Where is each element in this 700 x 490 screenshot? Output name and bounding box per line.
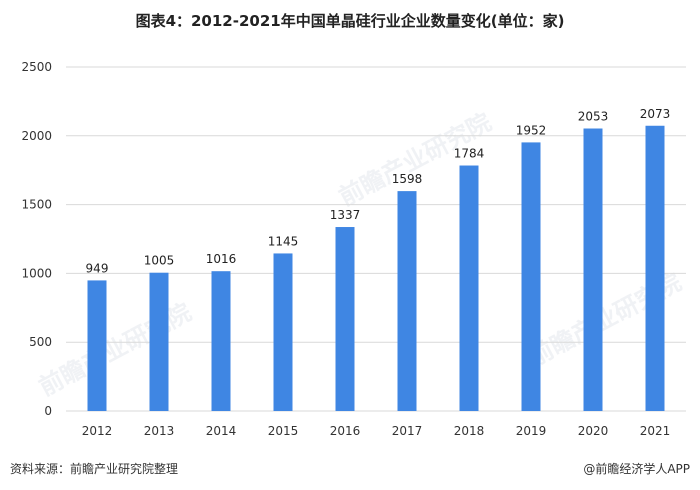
bar — [459, 165, 479, 411]
x-tick-label: 2016 — [330, 424, 361, 438]
data-label: 1952 — [516, 123, 547, 137]
y-tick-label: 1500 — [21, 198, 52, 212]
data-label: 2073 — [640, 107, 671, 121]
bar — [521, 142, 541, 412]
data-label: 1784 — [454, 147, 485, 161]
x-tick-label: 2014 — [206, 424, 237, 438]
x-tick-label: 2021 — [640, 424, 671, 438]
data-label: 1145 — [268, 234, 299, 248]
x-tick-label: 2012 — [82, 424, 113, 438]
x-tick-label: 2017 — [392, 424, 423, 438]
bar — [335, 227, 355, 411]
y-tick-label: 2000 — [21, 129, 52, 143]
data-label: 1337 — [330, 208, 361, 222]
data-label: 1005 — [144, 254, 175, 268]
chart-title: 图表4：2012-2021年中国单晶硅行业企业数量变化(单位：家) — [135, 12, 565, 30]
bar — [211, 271, 231, 411]
bar — [645, 125, 665, 412]
source-note: 资料来源：前瞻产业研究院整理 — [10, 462, 179, 476]
data-label: 1016 — [206, 252, 237, 266]
x-tick-label: 2013 — [144, 424, 175, 438]
y-tick-label: 500 — [29, 335, 52, 349]
bar — [397, 191, 417, 411]
x-tick-label: 2020 — [578, 424, 609, 438]
y-tick-label: 1000 — [21, 266, 52, 280]
bar — [273, 253, 293, 411]
x-tick-label: 2015 — [268, 424, 299, 438]
bar — [87, 280, 107, 411]
data-label: 2053 — [578, 110, 609, 124]
y-tick-label: 0 — [44, 404, 52, 418]
bar-chart: 0 500 1000 1500 2000 2500 949 2012 1005 2013 1016 2… — [21, 60, 686, 438]
x-tick-label: 2018 — [454, 424, 485, 438]
bar — [149, 272, 169, 411]
brand-note: @前瞻经济学人APP — [583, 462, 690, 476]
data-label: 1598 — [392, 172, 423, 186]
y-tick-label: 2500 — [21, 60, 52, 74]
x-tick-label: 2019 — [516, 424, 547, 438]
data-label: 949 — [86, 261, 109, 275]
bar — [583, 128, 603, 411]
